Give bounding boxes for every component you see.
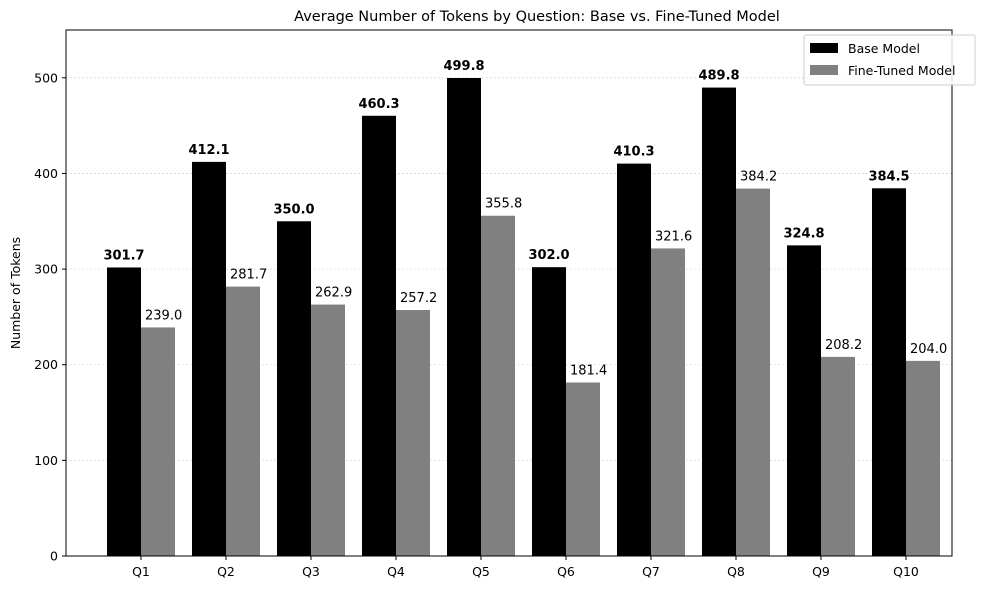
value-label-fine-tuned-model: 239.0 bbox=[145, 308, 182, 323]
bar-base-model-q9 bbox=[787, 245, 821, 556]
x-axis: Q1 Q2 Q3 Q4 Q5 Q6 Q7 Q8 Q9 Q10 bbox=[132, 556, 919, 579]
value-label-base-model: 410.3 bbox=[613, 145, 654, 160]
legend-label-base-model: Base Model bbox=[848, 41, 920, 56]
value-label-fine-tuned-model: 321.6 bbox=[655, 229, 692, 244]
bar-base-model-q3 bbox=[277, 221, 311, 557]
bar-fine-tuned-model-q6 bbox=[566, 382, 600, 556]
value-label-base-model: 384.5 bbox=[868, 169, 909, 184]
bar-fine-tuned-model-q8 bbox=[736, 188, 770, 556]
x-tick-label: Q6 bbox=[557, 564, 575, 579]
value-label-base-model: 412.1 bbox=[188, 143, 229, 158]
y-tick-label: 300 bbox=[34, 262, 58, 277]
bar-fine-tuned-model-q7 bbox=[651, 248, 685, 556]
x-tick-label: Q7 bbox=[642, 564, 660, 579]
bar-base-model-q6 bbox=[532, 267, 566, 556]
value-label-fine-tuned-model: 384.2 bbox=[740, 170, 777, 185]
bar-base-model-q2 bbox=[192, 161, 226, 556]
bar-base-model-q1 bbox=[107, 267, 141, 556]
legend-swatch-fine-tuned-model bbox=[810, 65, 838, 75]
y-axis-title: Number of Tokens bbox=[8, 237, 23, 349]
value-label-base-model: 302.0 bbox=[528, 248, 569, 263]
value-label-fine-tuned-model: 204.0 bbox=[910, 342, 947, 357]
value-label-fine-tuned-model: 257.2 bbox=[400, 291, 437, 306]
legend: Base Model Fine-Tuned Model bbox=[803, 34, 976, 86]
y-tick-label: 200 bbox=[34, 357, 58, 372]
x-tick-label: Q4 bbox=[387, 564, 405, 579]
value-label-fine-tuned-model: 208.2 bbox=[825, 338, 862, 353]
y-tick-label: 500 bbox=[34, 70, 58, 85]
value-label-base-model: 301.7 bbox=[103, 248, 144, 263]
y-axis: 0 100 200 300 400 500 bbox=[34, 70, 66, 564]
bar-base-model-q4 bbox=[362, 115, 396, 556]
legend-swatch-base-model bbox=[810, 43, 838, 53]
x-tick-label: Q2 bbox=[217, 564, 235, 579]
bar-fine-tuned-model-q2 bbox=[226, 286, 260, 556]
bar-fine-tuned-model-q3 bbox=[311, 304, 345, 556]
value-label-base-model: 350.0 bbox=[273, 202, 314, 217]
bar-fine-tuned-model-q5 bbox=[481, 215, 515, 556]
value-labels-group: 301.7 412.1 350.0 460.3 499.8 302.0 410.3 489.8… bbox=[102, 58, 947, 379]
bar-fine-tuned-model-q9 bbox=[821, 356, 855, 556]
value-label-fine-tuned-model: 181.4 bbox=[570, 364, 607, 379]
value-label-fine-tuned-model: 281.7 bbox=[230, 268, 267, 283]
bar-fine-tuned-model-q10 bbox=[906, 360, 940, 556]
value-label-base-model: 489.8 bbox=[698, 69, 739, 84]
bar-base-model-q8 bbox=[702, 87, 736, 556]
x-tick-label: Q3 bbox=[302, 564, 320, 579]
plot-frame bbox=[65, 29, 953, 557]
y-tick-label: 100 bbox=[34, 453, 58, 468]
bar-base-model-q5 bbox=[447, 78, 481, 556]
bar-fine-tuned-model-q4 bbox=[396, 310, 430, 556]
value-label-fine-tuned-model: 262.9 bbox=[315, 286, 352, 301]
bars-group bbox=[107, 78, 940, 557]
y-tick-label: 0 bbox=[50, 549, 58, 564]
bar-base-model-q10 bbox=[872, 188, 906, 556]
x-tick-label: Q9 bbox=[812, 564, 830, 579]
x-tick-label: Q10 bbox=[893, 564, 919, 579]
legend-box bbox=[803, 34, 976, 86]
x-tick-label: Q1 bbox=[132, 564, 150, 579]
bar-fine-tuned-model-q1 bbox=[141, 327, 175, 556]
x-tick-label: Q5 bbox=[472, 564, 490, 579]
value-label-fine-tuned-model: 355.8 bbox=[485, 197, 522, 212]
value-label-base-model: 499.8 bbox=[443, 59, 484, 74]
value-label-base-model: 460.3 bbox=[358, 97, 399, 112]
value-label-base-model: 324.8 bbox=[783, 226, 824, 241]
y-tick-label: 400 bbox=[34, 166, 58, 181]
x-tick-label: Q8 bbox=[727, 564, 745, 579]
chart-title: Average Number of Tokens by Question: Ba… bbox=[294, 9, 780, 25]
legend-label-fine-tuned-model: Fine-Tuned Model bbox=[848, 63, 955, 78]
bar-base-model-q7 bbox=[617, 163, 651, 556]
